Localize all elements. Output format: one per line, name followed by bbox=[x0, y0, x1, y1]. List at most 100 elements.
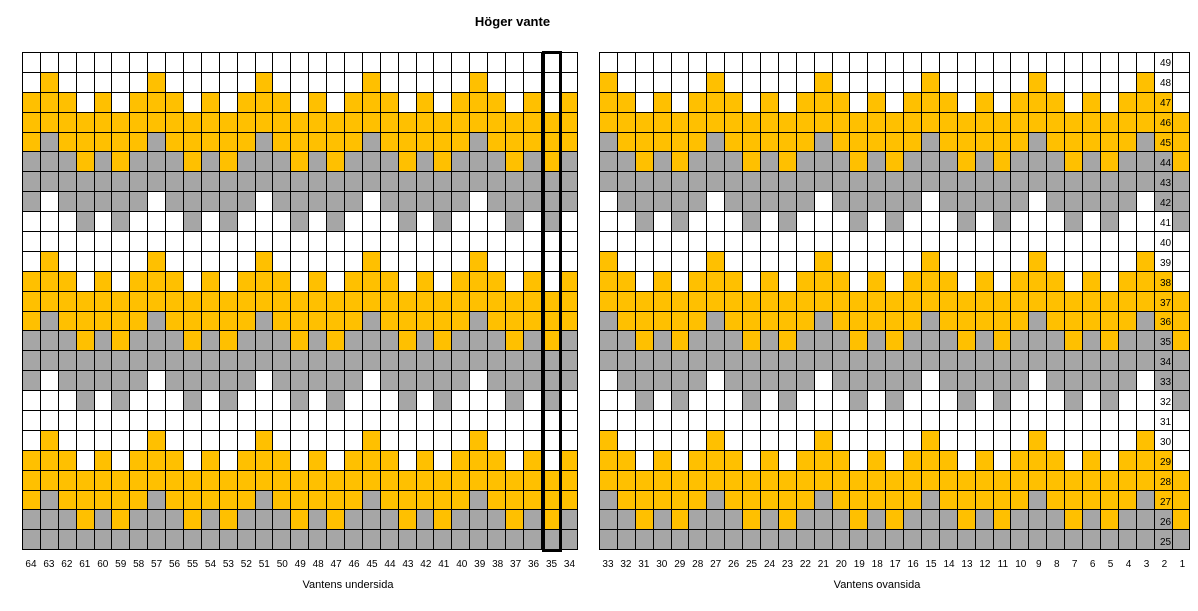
stitch-cell bbox=[558, 111, 578, 133]
stitch-cell bbox=[921, 52, 940, 73]
topside-row-28 bbox=[599, 469, 1191, 491]
stitch-cell bbox=[254, 390, 274, 412]
stitch-cell bbox=[344, 529, 363, 551]
stitch-cell bbox=[688, 270, 708, 292]
stitch-cell bbox=[688, 111, 708, 133]
stitch-cell bbox=[795, 350, 815, 372]
stitch-cell bbox=[272, 270, 292, 292]
stitch-cell bbox=[992, 330, 1012, 352]
stitch-cell bbox=[867, 370, 887, 392]
stitch-cell bbox=[75, 429, 95, 451]
stitch-cell bbox=[469, 250, 489, 272]
stitch-cell bbox=[1064, 449, 1084, 471]
stitch-cell bbox=[57, 509, 77, 531]
column-number: 21 bbox=[817, 559, 829, 570]
stitch-cell bbox=[236, 71, 256, 93]
stitch-cell bbox=[1117, 211, 1137, 233]
stitch-cell bbox=[956, 191, 976, 213]
column-number: 19 bbox=[853, 559, 865, 570]
stitch-cell bbox=[361, 211, 381, 233]
stitch-cell bbox=[558, 131, 578, 153]
stitch-cell bbox=[308, 250, 328, 272]
stitch-cell bbox=[1028, 509, 1048, 531]
stitch-cell bbox=[397, 429, 417, 451]
stitch-cell bbox=[1099, 231, 1119, 252]
stitch-cell bbox=[129, 111, 149, 133]
stitch-cell bbox=[451, 131, 471, 153]
column-number: 8 bbox=[1053, 559, 1060, 570]
stitch-cell bbox=[326, 390, 346, 412]
stitch-cell bbox=[451, 410, 471, 431]
stitch-cell bbox=[634, 370, 654, 392]
stitch-cell bbox=[903, 91, 923, 113]
stitch-cell bbox=[290, 310, 310, 332]
stitch-cell bbox=[129, 250, 149, 272]
stitch-cell bbox=[974, 151, 994, 173]
stitch-cell bbox=[93, 52, 113, 73]
stitch-cell bbox=[397, 91, 417, 113]
stitch-cell bbox=[93, 270, 113, 292]
stitch-cell bbox=[111, 390, 131, 412]
stitch-cell bbox=[433, 410, 453, 431]
stitch-cell bbox=[795, 270, 815, 292]
stitch-cell bbox=[1135, 211, 1155, 233]
stitch-cell bbox=[777, 52, 797, 73]
stitch-cell bbox=[1010, 290, 1030, 312]
stitch-cell bbox=[57, 529, 77, 551]
stitch-cell bbox=[670, 529, 690, 551]
stitch-cell bbox=[397, 410, 417, 431]
stitch-cell bbox=[540, 151, 560, 173]
stitch-cell bbox=[921, 131, 940, 153]
stitch-cell bbox=[57, 290, 77, 312]
stitch-cell bbox=[706, 131, 726, 153]
stitch-cell bbox=[903, 52, 923, 73]
stitch-cell bbox=[742, 290, 762, 312]
stitch-cell bbox=[218, 111, 238, 133]
stitch-cell bbox=[938, 330, 958, 352]
stitch-cell bbox=[1010, 71, 1030, 93]
stitch-cell bbox=[165, 211, 185, 233]
stitch-cell bbox=[742, 350, 762, 372]
stitch-cell bbox=[272, 111, 292, 133]
stitch-cell bbox=[616, 529, 636, 551]
stitch-cell bbox=[308, 111, 328, 133]
stitch-cell bbox=[1099, 191, 1119, 213]
stitch-cell bbox=[39, 111, 59, 133]
stitch-cell bbox=[831, 71, 851, 93]
stitch-cell bbox=[921, 111, 940, 133]
stitch-cell bbox=[57, 429, 77, 451]
stitch-cell bbox=[688, 191, 708, 213]
stitch-cell bbox=[634, 390, 654, 412]
stitch-cell bbox=[974, 191, 994, 213]
stitch-cell bbox=[57, 469, 77, 491]
stitch-cell bbox=[1099, 350, 1119, 372]
stitch-cell bbox=[599, 509, 618, 531]
stitch-cell bbox=[397, 529, 417, 551]
stitch-cell bbox=[308, 191, 328, 213]
stitch-cell bbox=[236, 231, 256, 252]
stitch-cell bbox=[236, 489, 256, 511]
underside-row-28 bbox=[22, 469, 578, 491]
stitch-cell bbox=[75, 270, 95, 292]
stitch-cell bbox=[849, 171, 869, 193]
stitch-cell bbox=[1117, 231, 1137, 252]
stitch-cell bbox=[867, 529, 887, 551]
stitch-cell bbox=[688, 410, 708, 431]
stitch-cell bbox=[724, 290, 744, 312]
stitch-cell bbox=[469, 231, 489, 252]
stitch-cell bbox=[361, 529, 381, 551]
stitch-cell bbox=[218, 191, 238, 213]
stitch-cell bbox=[616, 250, 636, 272]
stitch-cell bbox=[938, 250, 958, 272]
stitch-cell bbox=[1117, 52, 1137, 73]
stitch-cell bbox=[326, 290, 346, 312]
stitch-cell bbox=[505, 290, 524, 312]
stitch-cell bbox=[1082, 449, 1101, 471]
stitch-cell bbox=[652, 290, 672, 312]
column-number: 27 bbox=[710, 559, 722, 570]
stitch-cell bbox=[670, 350, 690, 372]
stitch-cell bbox=[956, 429, 976, 451]
stitch-cell bbox=[616, 469, 636, 491]
topside-row-36 bbox=[599, 310, 1191, 332]
stitch-cell bbox=[290, 330, 310, 352]
